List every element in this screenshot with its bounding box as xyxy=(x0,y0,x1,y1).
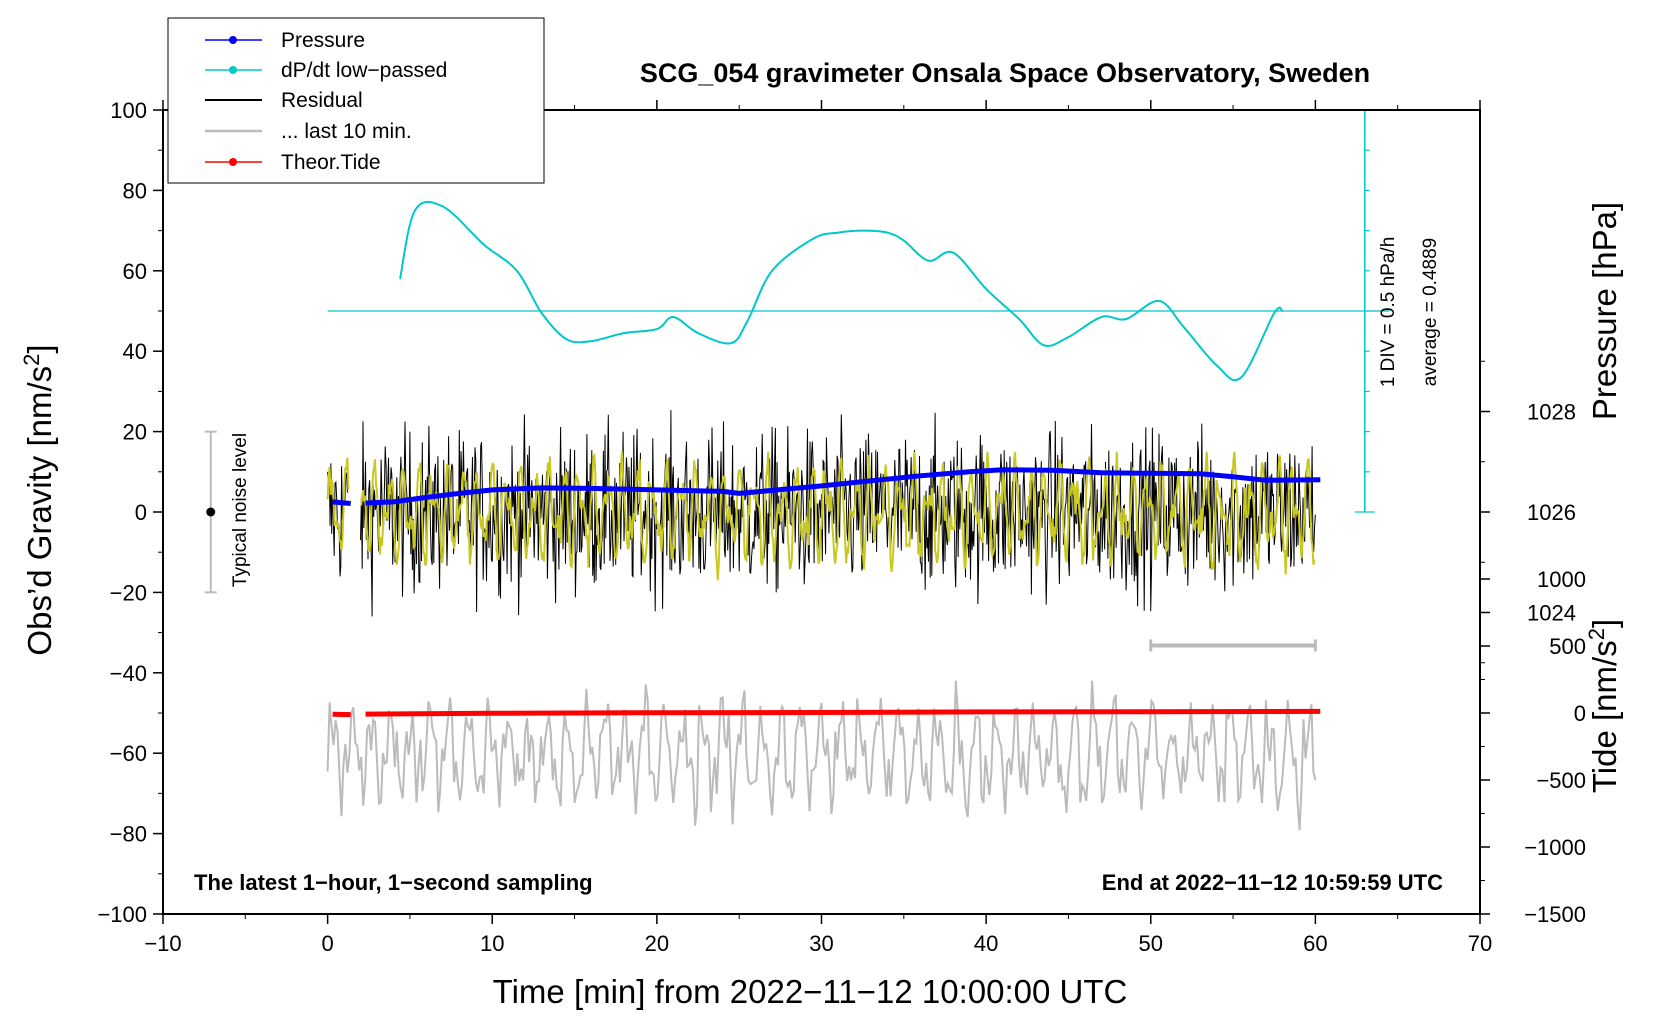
x-tick-label: −10 xyxy=(144,931,181,956)
y-tick-label: 0 xyxy=(135,500,147,525)
tide-tick-label: 500 xyxy=(1549,634,1586,659)
tide-tick-label: 1000 xyxy=(1537,567,1586,592)
x-tick-label: 30 xyxy=(809,931,833,956)
noise-bar-center xyxy=(206,507,216,517)
footer-right-note: End at 2022−11−12 10:59:59 UTC xyxy=(1102,870,1443,895)
footer-left-note: The latest 1−hour, 1−second sampling xyxy=(194,870,593,895)
series-residual-smoothed xyxy=(326,451,1316,581)
tide-tick-label: −1000 xyxy=(1524,835,1586,860)
x-tick-label: 70 xyxy=(1468,931,1492,956)
plot-area xyxy=(204,109,1390,831)
y-tick-label: 20 xyxy=(123,420,147,445)
legend-item-last10: ... last 10 min. xyxy=(205,120,412,143)
x-axis-label: Time [min] from 2022−11−12 10:00:00 UTC xyxy=(493,973,1128,1010)
legend: Pressure dP/dt low−passed Residual ... l… xyxy=(167,17,545,184)
series-tide xyxy=(332,708,1321,718)
tide-tick-label: −500 xyxy=(1536,768,1586,793)
y-tick-label: −100 xyxy=(97,902,147,927)
pressure-tick-label: 1026 xyxy=(1527,500,1576,525)
legend-marker-dpdt xyxy=(229,66,237,74)
legend-label-pressure: Pressure xyxy=(281,29,365,52)
x-tick-label: 50 xyxy=(1139,931,1163,956)
legend-item-residual: Residual xyxy=(205,89,363,112)
y-tick-label: −40 xyxy=(110,661,147,686)
y-axis-label-pressure: Pressure [hPa] xyxy=(1586,202,1623,420)
average-label: average = 0.4889 xyxy=(1420,238,1441,386)
series-dpdt xyxy=(399,200,1284,382)
y-axis-label-left: Obs’d Gravity [nm/s2] xyxy=(19,344,58,655)
series-pressure xyxy=(332,467,1321,506)
tide-tick-label: 0 xyxy=(1574,701,1586,726)
pressure-tick-label: 1028 xyxy=(1527,400,1576,425)
y-tick-label: 100 xyxy=(110,98,147,123)
legend-marker-pressure xyxy=(229,36,237,44)
y-tick-label: −20 xyxy=(110,580,147,605)
axes: −10 0 10 20 30 40 50 60 70100806040200−20−40−60−… xyxy=(97,98,1586,956)
y-axis-label-tide: Tide [nm/s2] xyxy=(1584,619,1623,793)
legend-label-residual: Residual xyxy=(281,89,363,112)
x-tick-label: 20 xyxy=(645,931,669,956)
y-tick-label: −80 xyxy=(110,822,147,847)
legend-marker-tide xyxy=(229,158,237,166)
div-label: 1 DIV = 0.5 hPa/h xyxy=(1378,237,1399,388)
legend-label-last10: ... last 10 min. xyxy=(281,120,412,143)
pressure-tick-label: 1024 xyxy=(1527,601,1576,626)
legend-item-pressure: Pressure xyxy=(205,29,365,52)
tide-tick-label: −1500 xyxy=(1524,902,1586,927)
y-tick-label: 40 xyxy=(123,339,147,364)
series-last10 xyxy=(326,680,1317,831)
y-tick-label: 80 xyxy=(123,178,147,203)
legend-label-tide: Theor.Tide xyxy=(281,151,381,174)
x-tick-label: 0 xyxy=(322,931,334,956)
legend-item-dpdt: dP/dt low−passed xyxy=(205,59,447,82)
noise-level-label: Typical noise level xyxy=(230,433,251,587)
y-tick-label: −60 xyxy=(110,741,147,766)
y-tick-label: 60 xyxy=(123,259,147,284)
x-tick-label: 40 xyxy=(974,931,998,956)
chart-title: SCG_054 gravimeter Onsala Space Observat… xyxy=(640,58,1370,88)
x-tick-label: 60 xyxy=(1303,931,1327,956)
x-tick-label: 10 xyxy=(480,931,504,956)
legend-item-tide: Theor.Tide xyxy=(205,151,381,174)
legend-label-dpdt: dP/dt low−passed xyxy=(281,59,447,82)
